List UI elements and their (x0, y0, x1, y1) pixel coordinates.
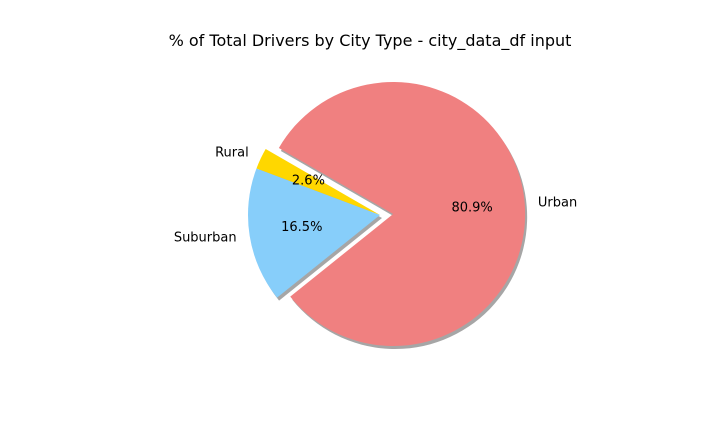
pie-slice-urban (278, 81, 526, 346)
chart-title: % of Total Drivers by City Type - city_d… (169, 31, 572, 51)
pie-slices (248, 81, 526, 346)
pie-value-label-suburban: 16.5% (281, 220, 322, 235)
pie-slice-suburban (248, 168, 380, 298)
pie-slice-rural (256, 149, 380, 215)
pie-label-urban: Urban (538, 195, 577, 210)
pie-value-label-rural: 2.6% (292, 174, 325, 189)
pie-label-suburban: Suburban (174, 230, 237, 245)
pie-labels: Rural 2.6% Suburban 16.5% Urban 80.9% (174, 145, 577, 245)
pie-value-label-urban: 80.9% (451, 200, 492, 215)
pie-label-rural: Rural (215, 145, 249, 160)
